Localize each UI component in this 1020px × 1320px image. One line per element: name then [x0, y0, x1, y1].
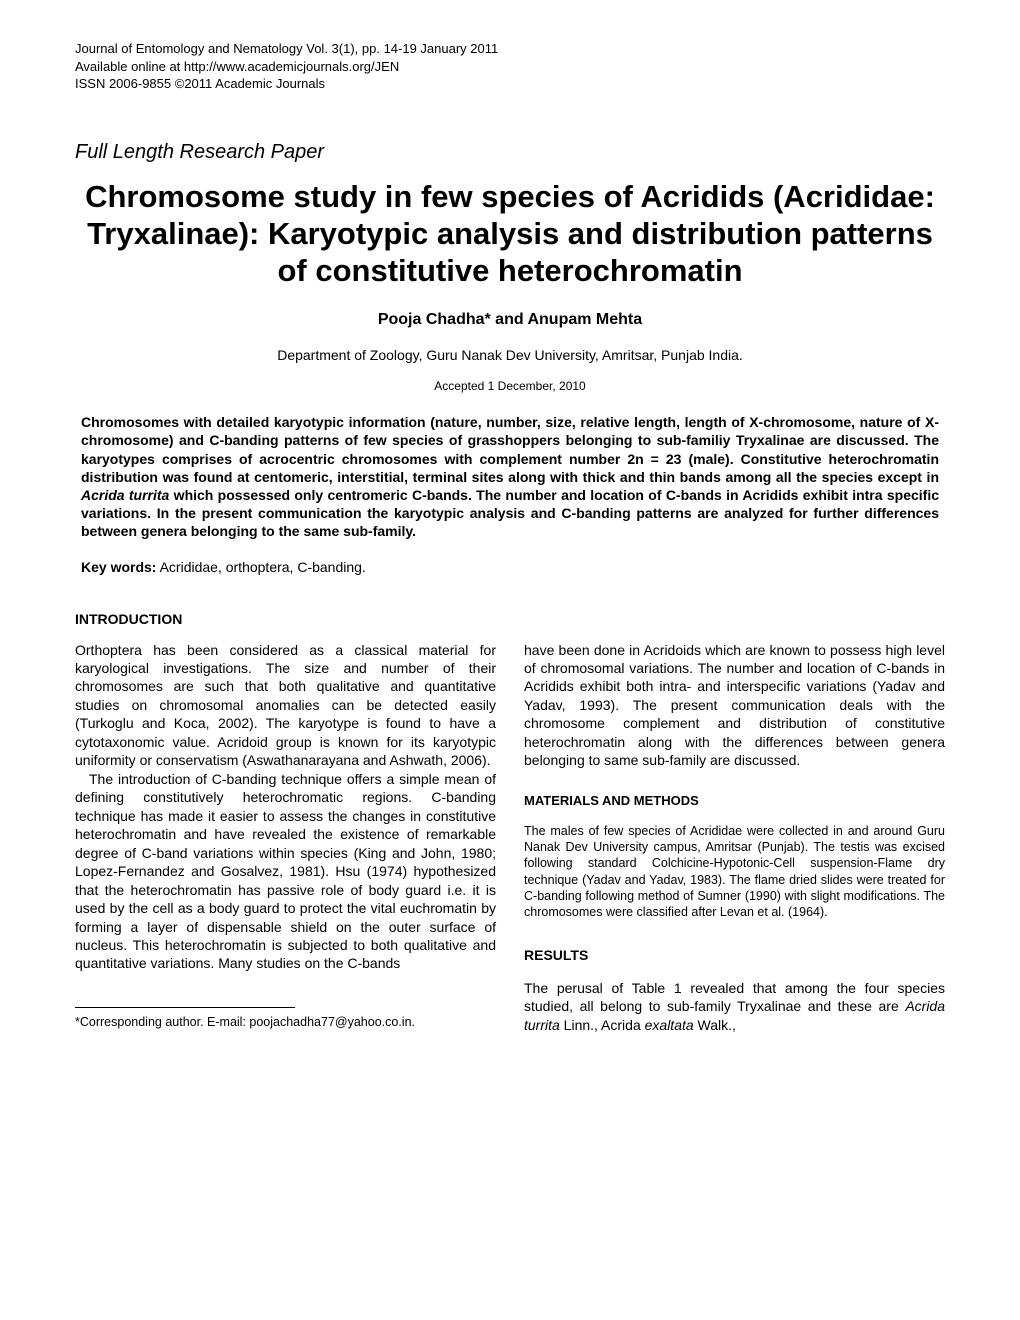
paper-type-label: Full Length Research Paper	[75, 141, 945, 164]
intro-paragraph-2: The introduction of C-banding technique …	[75, 770, 496, 973]
footnote-divider	[75, 1007, 295, 1008]
intro-paragraph-3: have been done in Acridoids which are kn…	[524, 641, 945, 770]
results-text-1a: The perusal of Table 1 revealed that amo…	[524, 980, 945, 1014]
accepted-date: Accepted 1 December, 2010	[75, 379, 945, 393]
results-paragraph-1: The perusal of Table 1 revealed that amo…	[524, 979, 945, 1034]
methods-paragraph: The males of few species of Acrididae we…	[524, 823, 945, 921]
affiliation: Department of Zoology, Guru Nanak Dev Un…	[75, 347, 945, 363]
results-species-2: exaltata	[645, 1017, 694, 1033]
results-text-1b: Linn., Acrida	[560, 1017, 645, 1033]
journal-issn: ISSN 2006-9855 ©2011 Academic Journals	[75, 75, 945, 93]
abstract: Chromosomes with detailed karyotypic inf…	[81, 413, 939, 540]
journal-header: Journal of Entomology and Nematology Vol…	[75, 40, 945, 93]
abstract-text-2: which possessed only centromeric C-bands…	[81, 487, 939, 539]
journal-url: Available online at http://www.academicj…	[75, 58, 945, 76]
body-columns: Orthoptera has been considered as a clas…	[75, 641, 945, 1035]
results-text-1c: Walk.,	[694, 1017, 736, 1033]
abstract-species-1: Acrida turrita	[81, 487, 169, 503]
results-heading: RESULTS	[524, 946, 945, 964]
keywords-label: Key words:	[81, 559, 156, 575]
intro-paragraph-1: Orthoptera has been considered as a clas…	[75, 641, 496, 770]
corresponding-author-footnote: *Corresponding author. E-mail: poojachad…	[75, 1014, 496, 1031]
abstract-text-1: Chromosomes with detailed karyotypic inf…	[81, 414, 939, 485]
keywords: Key words: Acrididae, orthoptera, C-band…	[81, 559, 939, 575]
methods-heading: MATERIALS AND METHODS	[524, 792, 945, 809]
paper-title: Chromosome study in few species of Acrid…	[75, 178, 945, 290]
keywords-text: Acrididae, orthoptera, C-banding.	[156, 559, 365, 575]
journal-citation: Journal of Entomology and Nematology Vol…	[75, 40, 945, 58]
authors: Pooja Chadha* and Anupam Mehta	[75, 311, 945, 329]
introduction-heading: INTRODUCTION	[75, 611, 945, 627]
